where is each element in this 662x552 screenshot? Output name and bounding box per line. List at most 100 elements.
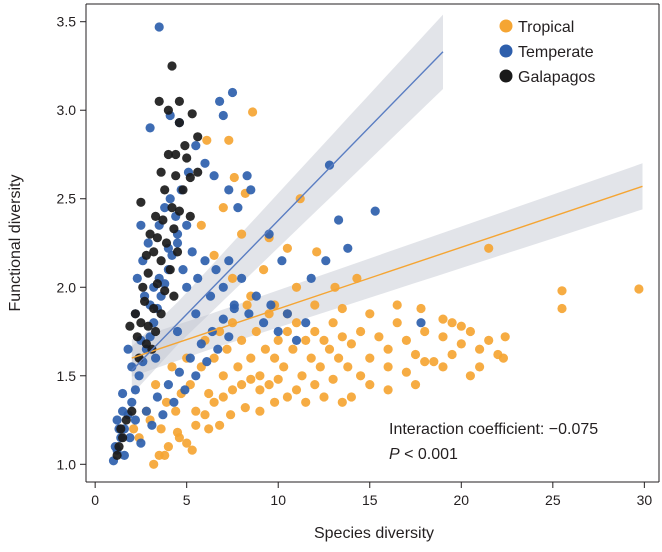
point-tropical — [226, 410, 236, 420]
point-galapagos — [172, 247, 183, 257]
point-galapagos — [182, 153, 192, 163]
point-galapagos — [163, 105, 173, 115]
point-galapagos — [143, 321, 153, 331]
point-galapagos — [130, 309, 140, 319]
point-temperate — [160, 203, 170, 213]
point-temperate — [229, 303, 239, 314]
point-tropical — [204, 388, 214, 399]
point-galapagos — [163, 149, 173, 160]
point-tropical — [557, 303, 567, 314]
point-temperate — [224, 185, 234, 195]
point-temperate — [273, 326, 283, 337]
point-temperate — [187, 247, 197, 257]
point-temperate — [158, 410, 168, 420]
point-tropical — [392, 300, 402, 310]
point-galapagos — [116, 424, 126, 434]
point-tropical — [255, 371, 265, 381]
point-galapagos — [149, 303, 159, 314]
point-temperate — [182, 220, 192, 230]
y-tick-label: 1.0 — [57, 456, 77, 472]
point-tropical — [401, 335, 411, 345]
point-tropical — [282, 243, 292, 253]
point-tropical — [259, 265, 269, 275]
point-temperate — [224, 332, 234, 342]
point-tropical — [209, 353, 219, 363]
regression-line-temperate — [131, 51, 444, 371]
legend-marker-tropical — [499, 19, 513, 33]
point-tropical — [237, 380, 247, 390]
point-temperate — [134, 371, 144, 381]
point-tropical — [255, 406, 265, 416]
point-tropical — [475, 362, 485, 372]
p-symbol: P — [389, 446, 400, 463]
point-galapagos — [127, 406, 137, 416]
point-tropical — [171, 406, 181, 416]
y-axis-ticks: 1.0 1.5 2.0 2.5 3.0 3.5 — [57, 14, 86, 472]
point-tropical — [260, 344, 270, 354]
interaction-coefficient-annotation: Interaction coefficient: −0.075 — [389, 421, 598, 438]
point-temperate — [343, 243, 353, 253]
point-galapagos — [114, 442, 124, 452]
point-tropical — [319, 335, 329, 345]
y-tick-label: 1.5 — [57, 368, 77, 384]
point-tropical — [200, 410, 210, 420]
point-temperate — [237, 273, 247, 283]
point-tropical — [324, 344, 335, 354]
point-galapagos — [174, 118, 184, 128]
point-tropical — [129, 424, 139, 434]
point-tropical — [447, 318, 457, 328]
point-galapagos — [185, 172, 195, 183]
point-temperate — [112, 415, 122, 425]
point-temperate — [152, 392, 162, 402]
point-tropical — [246, 353, 256, 363]
y-tick-label: 2.0 — [57, 279, 77, 295]
point-temperate — [301, 318, 311, 328]
point-temperate — [224, 256, 234, 266]
point-temperate — [118, 406, 128, 416]
point-temperate — [266, 300, 276, 310]
point-tropical — [310, 300, 320, 310]
point-tropical — [365, 309, 375, 319]
point-tropical — [151, 380, 161, 390]
point-tropical — [383, 344, 393, 354]
data-points — [108, 22, 644, 469]
point-tropical — [251, 326, 261, 337]
point-temperate — [127, 397, 137, 407]
point-temperate — [211, 265, 221, 275]
regression-lines — [131, 51, 643, 371]
point-temperate — [191, 309, 201, 319]
point-tropical — [229, 172, 239, 183]
point-temperate — [123, 344, 133, 354]
point-tropical — [297, 371, 307, 381]
point-galapagos — [156, 256, 166, 266]
point-galapagos — [152, 279, 162, 289]
point-tropical — [310, 326, 320, 337]
point-temperate — [178, 265, 188, 275]
x-tick-label: 20 — [453, 492, 469, 508]
point-tropical — [196, 220, 206, 230]
point-galapagos — [187, 109, 197, 119]
point-tropical — [498, 353, 508, 363]
point-temperate — [119, 450, 129, 460]
point-tropical — [161, 397, 172, 407]
point-tropical — [374, 332, 384, 342]
point-galapagos — [193, 132, 203, 142]
point-tropical — [187, 445, 197, 455]
point-temperate — [127, 362, 137, 372]
point-tropical — [429, 357, 439, 367]
point-galapagos — [185, 211, 195, 221]
point-temperate — [202, 357, 212, 367]
point-tropical — [270, 353, 280, 363]
point-temperate — [147, 420, 157, 430]
point-tropical — [182, 438, 192, 448]
point-tropical — [484, 335, 494, 345]
x-tick-label: 5 — [183, 492, 191, 508]
point-tropical — [156, 424, 166, 434]
point-temperate — [218, 110, 228, 121]
point-tropical — [282, 326, 292, 337]
point-tropical — [310, 380, 320, 390]
point-tropical — [328, 374, 338, 384]
point-tropical — [306, 353, 316, 363]
point-tropical — [149, 459, 159, 469]
point-tropical — [465, 371, 475, 381]
